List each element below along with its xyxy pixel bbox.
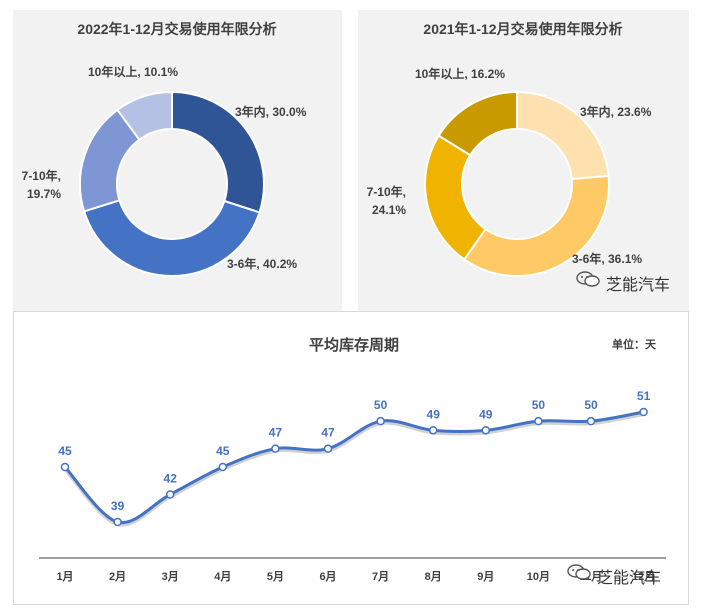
line-chart-svg: 平均库存周期 单位：天 45 39 42 45 47 47 50 49 49 50 50 51 1月 2… bbox=[39, 336, 666, 583]
data-label: 45 bbox=[58, 444, 72, 458]
donut-2022-svg: 2022年1-12月交易使用年限分析 3年内, 30.0% 3-6年, 40.2%… bbox=[22, 21, 307, 277]
donut-2021-labels: 3年内, 23.6% 3-6年, 36.1% 7-10年, 24.1% 10年以上, 1… bbox=[367, 66, 652, 266]
data-point bbox=[639, 407, 648, 417]
slice-label: 3-6年, 40.2% bbox=[227, 256, 297, 271]
slice-label: 10年以上, 10.1% bbox=[88, 64, 178, 79]
data-point bbox=[271, 444, 280, 453]
data-label: 50 bbox=[584, 398, 598, 412]
wechat-icon bbox=[576, 271, 600, 292]
data-point bbox=[428, 426, 438, 435]
donut-slice-1 bbox=[171, 90, 265, 214]
donut-slice-4 bbox=[116, 90, 173, 142]
watermark-text: 芝能汽车 bbox=[597, 570, 662, 587]
data-point bbox=[376, 416, 385, 426]
x-tick-label: 5月 bbox=[267, 570, 284, 583]
donut-slice-2 bbox=[82, 199, 261, 277]
data-label: 49 bbox=[427, 407, 441, 421]
data-point bbox=[218, 462, 228, 472]
data-point bbox=[534, 416, 543, 426]
x-tick-labels: 1月 2月 3月 4月 5月 6月 7月 8月 9月 10月 11月 12月 bbox=[56, 570, 655, 583]
data-point bbox=[481, 426, 491, 435]
x-tick-label: 4月 bbox=[214, 570, 231, 583]
donut-slice-3 bbox=[424, 134, 487, 261]
data-point bbox=[113, 517, 122, 527]
data-label: 50 bbox=[532, 398, 546, 412]
donut-chart-2022: 2022年1-12月交易使用年限分析 3年内, 30.0% 3-6年, 40.2%… bbox=[13, 10, 342, 312]
slice-label: 10年以上, 16.2% bbox=[415, 66, 505, 81]
data-label: 47 bbox=[269, 426, 283, 440]
x-tick-label: 6月 bbox=[319, 570, 336, 583]
x-tick-label: 12月 bbox=[632, 570, 655, 583]
x-tick-label: 1月 bbox=[56, 570, 73, 583]
x-tick-label: 8月 bbox=[425, 570, 442, 583]
data-label: 45 bbox=[216, 444, 230, 458]
data-point bbox=[60, 462, 70, 472]
unit-label: 单位：天 bbox=[612, 337, 657, 351]
slice-label: 7-10年, 24.1% bbox=[367, 184, 407, 217]
slice-label: 3年内, 30.0% bbox=[235, 104, 307, 119]
donut-2022-labels: 3年内, 30.0% 3-6年, 40.2% 7-10年, 19.7% 10年以上, 1… bbox=[22, 64, 307, 271]
x-tick-label: 2月 bbox=[109, 570, 126, 583]
donut-slice-4 bbox=[437, 90, 518, 157]
chart-title: 平均库存周期 bbox=[309, 336, 399, 354]
donut-chart-2021: 2021年1-12月交易使用年限分析 3年内, 23.6% 3-6年, 36.1%… bbox=[358, 10, 689, 312]
wechat-icon bbox=[567, 564, 591, 585]
data-label: 50 bbox=[374, 398, 388, 412]
watermark: 芝能汽车 bbox=[567, 564, 661, 588]
data-point bbox=[165, 490, 175, 499]
x-tick-label: 9月 bbox=[477, 570, 494, 583]
data-point bbox=[586, 416, 596, 426]
x-tick-label: 7月 bbox=[372, 570, 389, 583]
donut-slice-2 bbox=[462, 174, 610, 277]
watermark-text: 芝能汽车 bbox=[606, 277, 671, 294]
slice-label: 7-10年, 19.7% bbox=[22, 168, 62, 201]
watermark: 芝能汽车 bbox=[576, 271, 670, 295]
data-label: 49 bbox=[479, 407, 493, 421]
x-tick-label: 10月 bbox=[527, 570, 550, 583]
series-line bbox=[63, 410, 644, 525]
data-label: 39 bbox=[111, 499, 125, 513]
donut-2021-slices bbox=[424, 90, 610, 277]
chart-title: 2021年1-12月交易使用年限分析 bbox=[423, 21, 622, 37]
x-tick-label: 3月 bbox=[162, 570, 179, 583]
donut-2022-slices bbox=[79, 90, 265, 277]
donut-2021-svg: 2021年1-12月交易使用年限分析 3年内, 23.6% 3-6年, 36.1%… bbox=[367, 21, 652, 277]
line-series: 45 39 42 45 47 47 50 49 49 50 50 51 bbox=[58, 389, 651, 527]
data-label: 47 bbox=[321, 426, 335, 440]
line-chart-panel: 平均库存周期 单位：天 45 39 42 45 47 47 50 49 49 50 50 51 1月 2… bbox=[13, 311, 689, 605]
data-point bbox=[323, 444, 333, 453]
chart-title: 2022年1-12月交易使用年限分析 bbox=[77, 21, 276, 37]
slice-label: 3年内, 23.6% bbox=[580, 104, 652, 119]
data-label: 42 bbox=[164, 472, 178, 486]
slice-label: 3-6年, 36.1% bbox=[572, 251, 642, 266]
data-label: 51 bbox=[637, 389, 651, 403]
